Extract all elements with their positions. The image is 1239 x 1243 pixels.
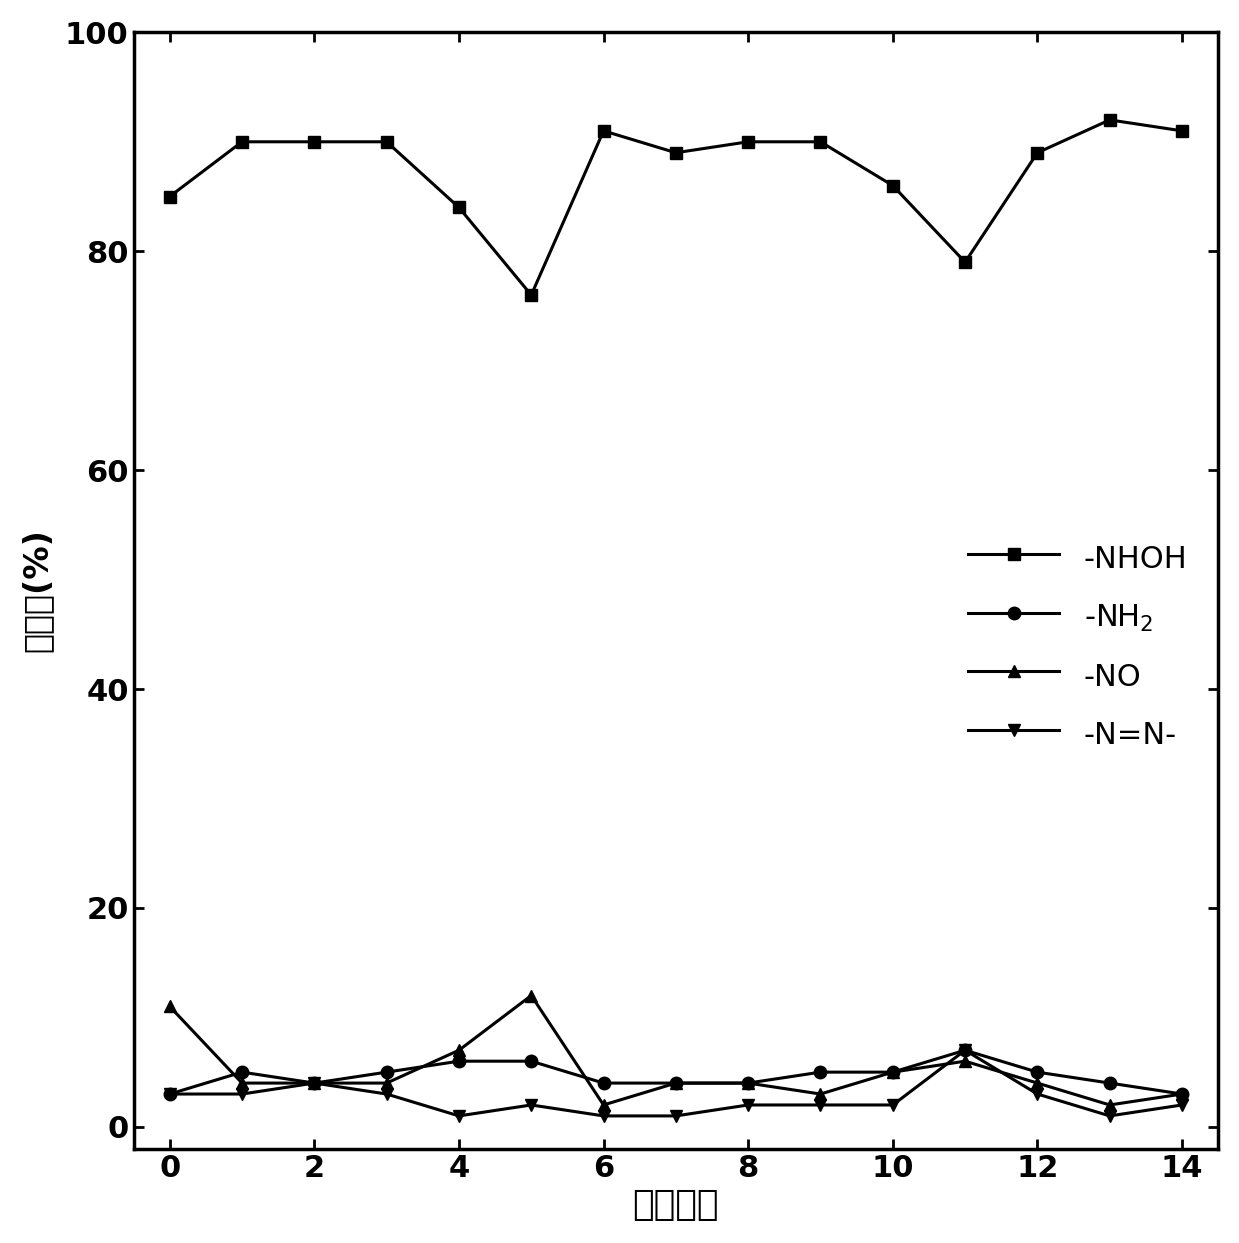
-NH$_2$ xyxy=(1103,1075,1118,1090)
-NHOH xyxy=(596,123,611,138)
-NHOH xyxy=(162,189,177,204)
-N=N- xyxy=(1030,1086,1044,1101)
-NO xyxy=(1175,1086,1189,1101)
-NO xyxy=(379,1075,394,1090)
-NH$_2$ xyxy=(596,1075,611,1090)
-NO xyxy=(1103,1098,1118,1112)
-NH$_2$ xyxy=(1030,1065,1044,1080)
-NH$_2$ xyxy=(813,1065,828,1080)
-NHOH xyxy=(741,134,756,149)
-NH$_2$ xyxy=(958,1043,973,1058)
-NO xyxy=(958,1054,973,1069)
-NH$_2$ xyxy=(741,1075,756,1090)
-NO xyxy=(307,1075,322,1090)
-NH$_2$ xyxy=(668,1075,683,1090)
Legend: -NHOH, -NH$_2$, -NO, -N=N-: -NHOH, -NH$_2$, -NO, -N=N- xyxy=(953,525,1203,768)
-N=N- xyxy=(596,1109,611,1124)
-N=N- xyxy=(162,1086,177,1101)
-N=N- xyxy=(451,1109,466,1124)
-NHOH xyxy=(524,287,539,302)
-N=N- xyxy=(741,1098,756,1112)
Line: -NHOH: -NHOH xyxy=(164,113,1188,301)
-NH$_2$ xyxy=(451,1054,466,1069)
-NH$_2$ xyxy=(162,1086,177,1101)
-NO xyxy=(813,1086,828,1101)
Y-axis label: 选择性(%): 选择性(%) xyxy=(21,528,53,653)
-NHOH xyxy=(451,200,466,215)
-NHOH xyxy=(1030,145,1044,160)
-NH$_2$ xyxy=(234,1065,249,1080)
-NO xyxy=(1030,1075,1044,1090)
-N=N- xyxy=(379,1086,394,1101)
-NH$_2$ xyxy=(524,1054,539,1069)
-N=N- xyxy=(307,1075,322,1090)
-NO xyxy=(524,988,539,1003)
-N=N- xyxy=(524,1098,539,1112)
-NO xyxy=(596,1098,611,1112)
X-axis label: 套用次数: 套用次数 xyxy=(633,1188,719,1222)
-NHOH xyxy=(1103,112,1118,127)
Line: -NH$_2$: -NH$_2$ xyxy=(164,1044,1188,1100)
-N=N- xyxy=(813,1098,828,1112)
-NHOH xyxy=(307,134,322,149)
-NH$_2$ xyxy=(1175,1086,1189,1101)
-NH$_2$ xyxy=(307,1075,322,1090)
-N=N- xyxy=(1175,1098,1189,1112)
Line: -NO: -NO xyxy=(164,989,1188,1111)
-NHOH xyxy=(813,134,828,149)
-NO xyxy=(451,1043,466,1058)
-NH$_2$ xyxy=(886,1065,901,1080)
-NO xyxy=(886,1065,901,1080)
Line: -N=N-: -N=N- xyxy=(164,1044,1188,1122)
-NHOH xyxy=(886,178,901,193)
-NHOH xyxy=(668,145,683,160)
-NHOH xyxy=(958,255,973,270)
-NO xyxy=(234,1075,249,1090)
-NHOH xyxy=(1175,123,1189,138)
-NO xyxy=(162,999,177,1014)
-N=N- xyxy=(668,1109,683,1124)
-N=N- xyxy=(234,1086,249,1101)
-NHOH xyxy=(379,134,394,149)
-N=N- xyxy=(958,1043,973,1058)
-NH$_2$ xyxy=(379,1065,394,1080)
-N=N- xyxy=(886,1098,901,1112)
-N=N- xyxy=(1103,1109,1118,1124)
-NO xyxy=(668,1075,683,1090)
-NHOH xyxy=(234,134,249,149)
-NO xyxy=(741,1075,756,1090)
